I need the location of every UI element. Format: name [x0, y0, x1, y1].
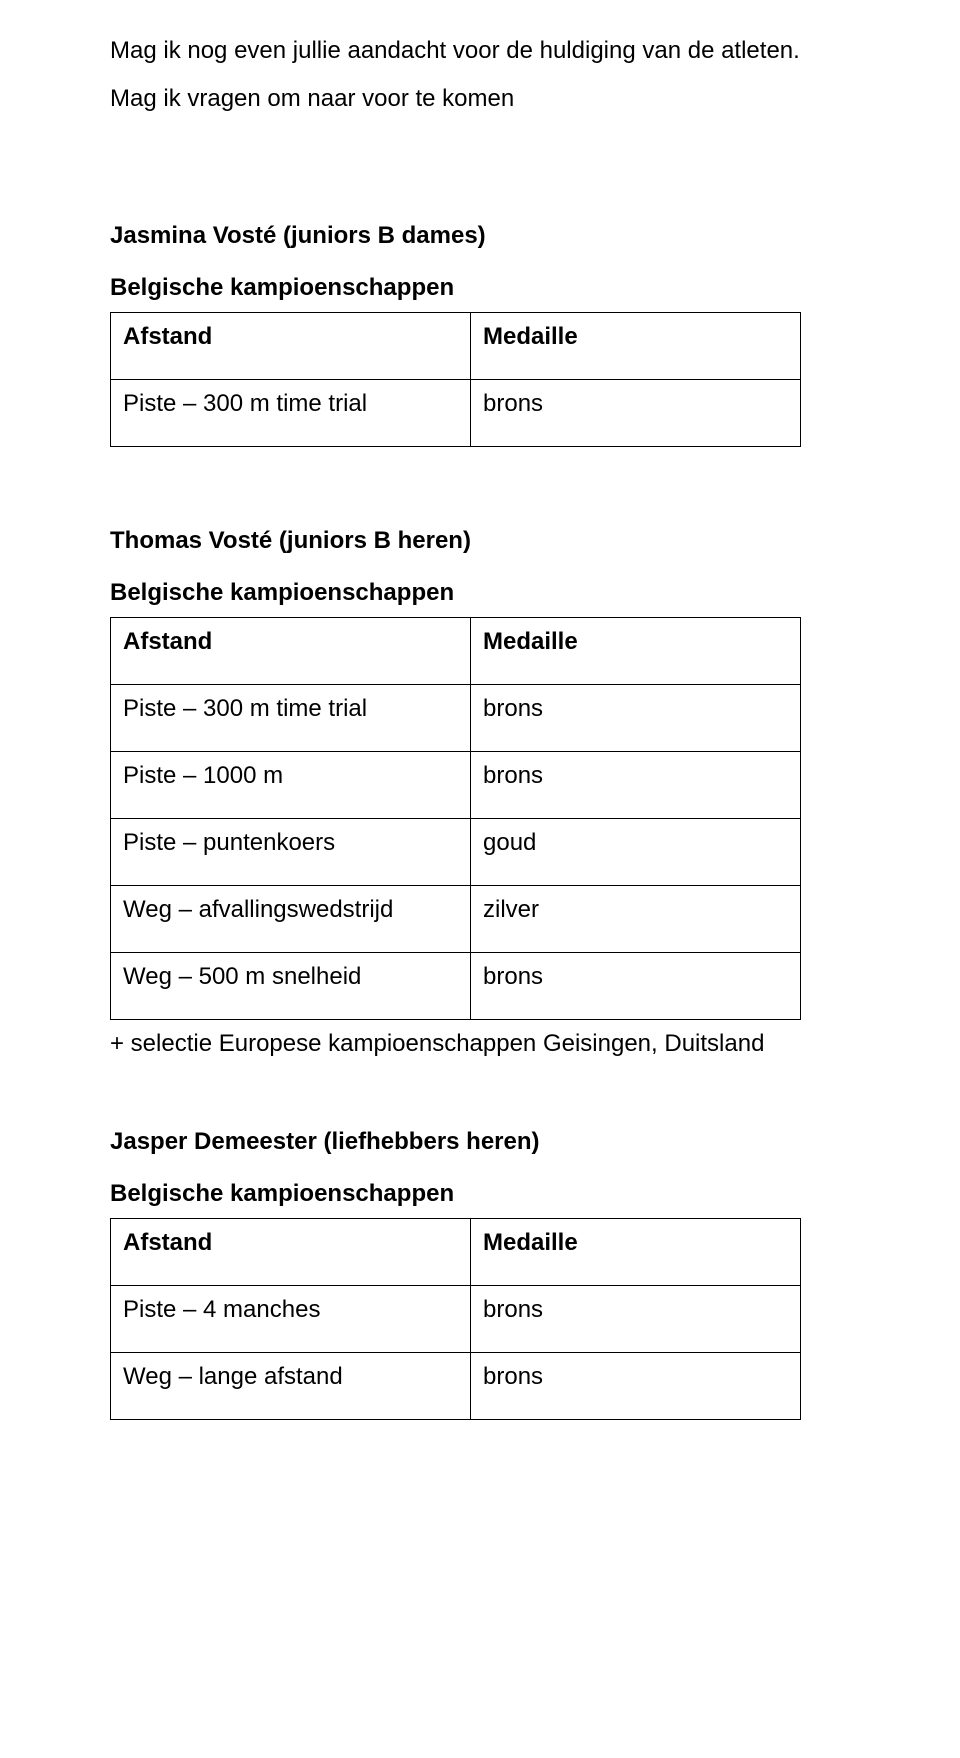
- cell-medal: brons: [471, 379, 801, 446]
- table-row: Piste – 4 manches brons: [111, 1285, 801, 1352]
- cell-event: Piste – 1000 m: [111, 751, 471, 818]
- table-header-row: Afstand Medaille: [111, 1218, 801, 1285]
- table-header-row: Afstand Medaille: [111, 312, 801, 379]
- results-table: Afstand Medaille Piste – 300 m time tria…: [110, 312, 801, 447]
- cell-medal: brons: [471, 684, 801, 751]
- table-row: Piste – 1000 m brons: [111, 751, 801, 818]
- table-row: Weg – afvallingswedstrijd zilver: [111, 885, 801, 952]
- athlete-heading: Jasper Demeester (liefhebbers heren): [110, 1128, 850, 1156]
- section-label: Belgische kampioenschappen: [110, 1180, 850, 1208]
- col-afstand: Afstand: [111, 617, 471, 684]
- cell-medal: goud: [471, 818, 801, 885]
- cell-event: Piste – 300 m time trial: [111, 379, 471, 446]
- intro-line-2: Mag ik vragen om naar voor te komen: [110, 83, 850, 115]
- athlete-heading: Jasmina Vosté (juniors B dames): [110, 222, 850, 250]
- col-afstand: Afstand: [111, 1218, 471, 1285]
- cell-medal: zilver: [471, 885, 801, 952]
- table-row: Piste – puntenkoers goud: [111, 818, 801, 885]
- section-label: Belgische kampioenschappen: [110, 579, 850, 607]
- cell-event: Weg – afvallingswedstrijd: [111, 885, 471, 952]
- cell-event: Weg – lange afstand: [111, 1352, 471, 1419]
- athlete-heading: Thomas Vosté (juniors B heren): [110, 527, 850, 555]
- cell-event: Piste – puntenkoers: [111, 818, 471, 885]
- table-row: Piste – 300 m time trial brons: [111, 379, 801, 446]
- cell-medal: brons: [471, 952, 801, 1019]
- col-afstand: Afstand: [111, 312, 471, 379]
- athlete-note: + selectie Europese kampioenschappen Gei…: [110, 1030, 850, 1058]
- table-row: Weg – lange afstand brons: [111, 1352, 801, 1419]
- table-row: Piste – 300 m time trial brons: [111, 684, 801, 751]
- table-header-row: Afstand Medaille: [111, 617, 801, 684]
- table-row: Weg – 500 m snelheid brons: [111, 952, 801, 1019]
- cell-event: Piste – 4 manches: [111, 1285, 471, 1352]
- col-medaille: Medaille: [471, 617, 801, 684]
- section-label: Belgische kampioenschappen: [110, 274, 850, 302]
- cell-medal: brons: [471, 1352, 801, 1419]
- cell-medal: brons: [471, 1285, 801, 1352]
- intro-line-1: Mag ik nog even jullie aandacht voor de …: [110, 35, 850, 67]
- col-medaille: Medaille: [471, 312, 801, 379]
- col-medaille: Medaille: [471, 1218, 801, 1285]
- cell-event: Weg – 500 m snelheid: [111, 952, 471, 1019]
- cell-event: Piste – 300 m time trial: [111, 684, 471, 751]
- cell-medal: brons: [471, 751, 801, 818]
- results-table: Afstand Medaille Piste – 300 m time tria…: [110, 617, 801, 1020]
- results-table: Afstand Medaille Piste – 4 manches brons…: [110, 1218, 801, 1420]
